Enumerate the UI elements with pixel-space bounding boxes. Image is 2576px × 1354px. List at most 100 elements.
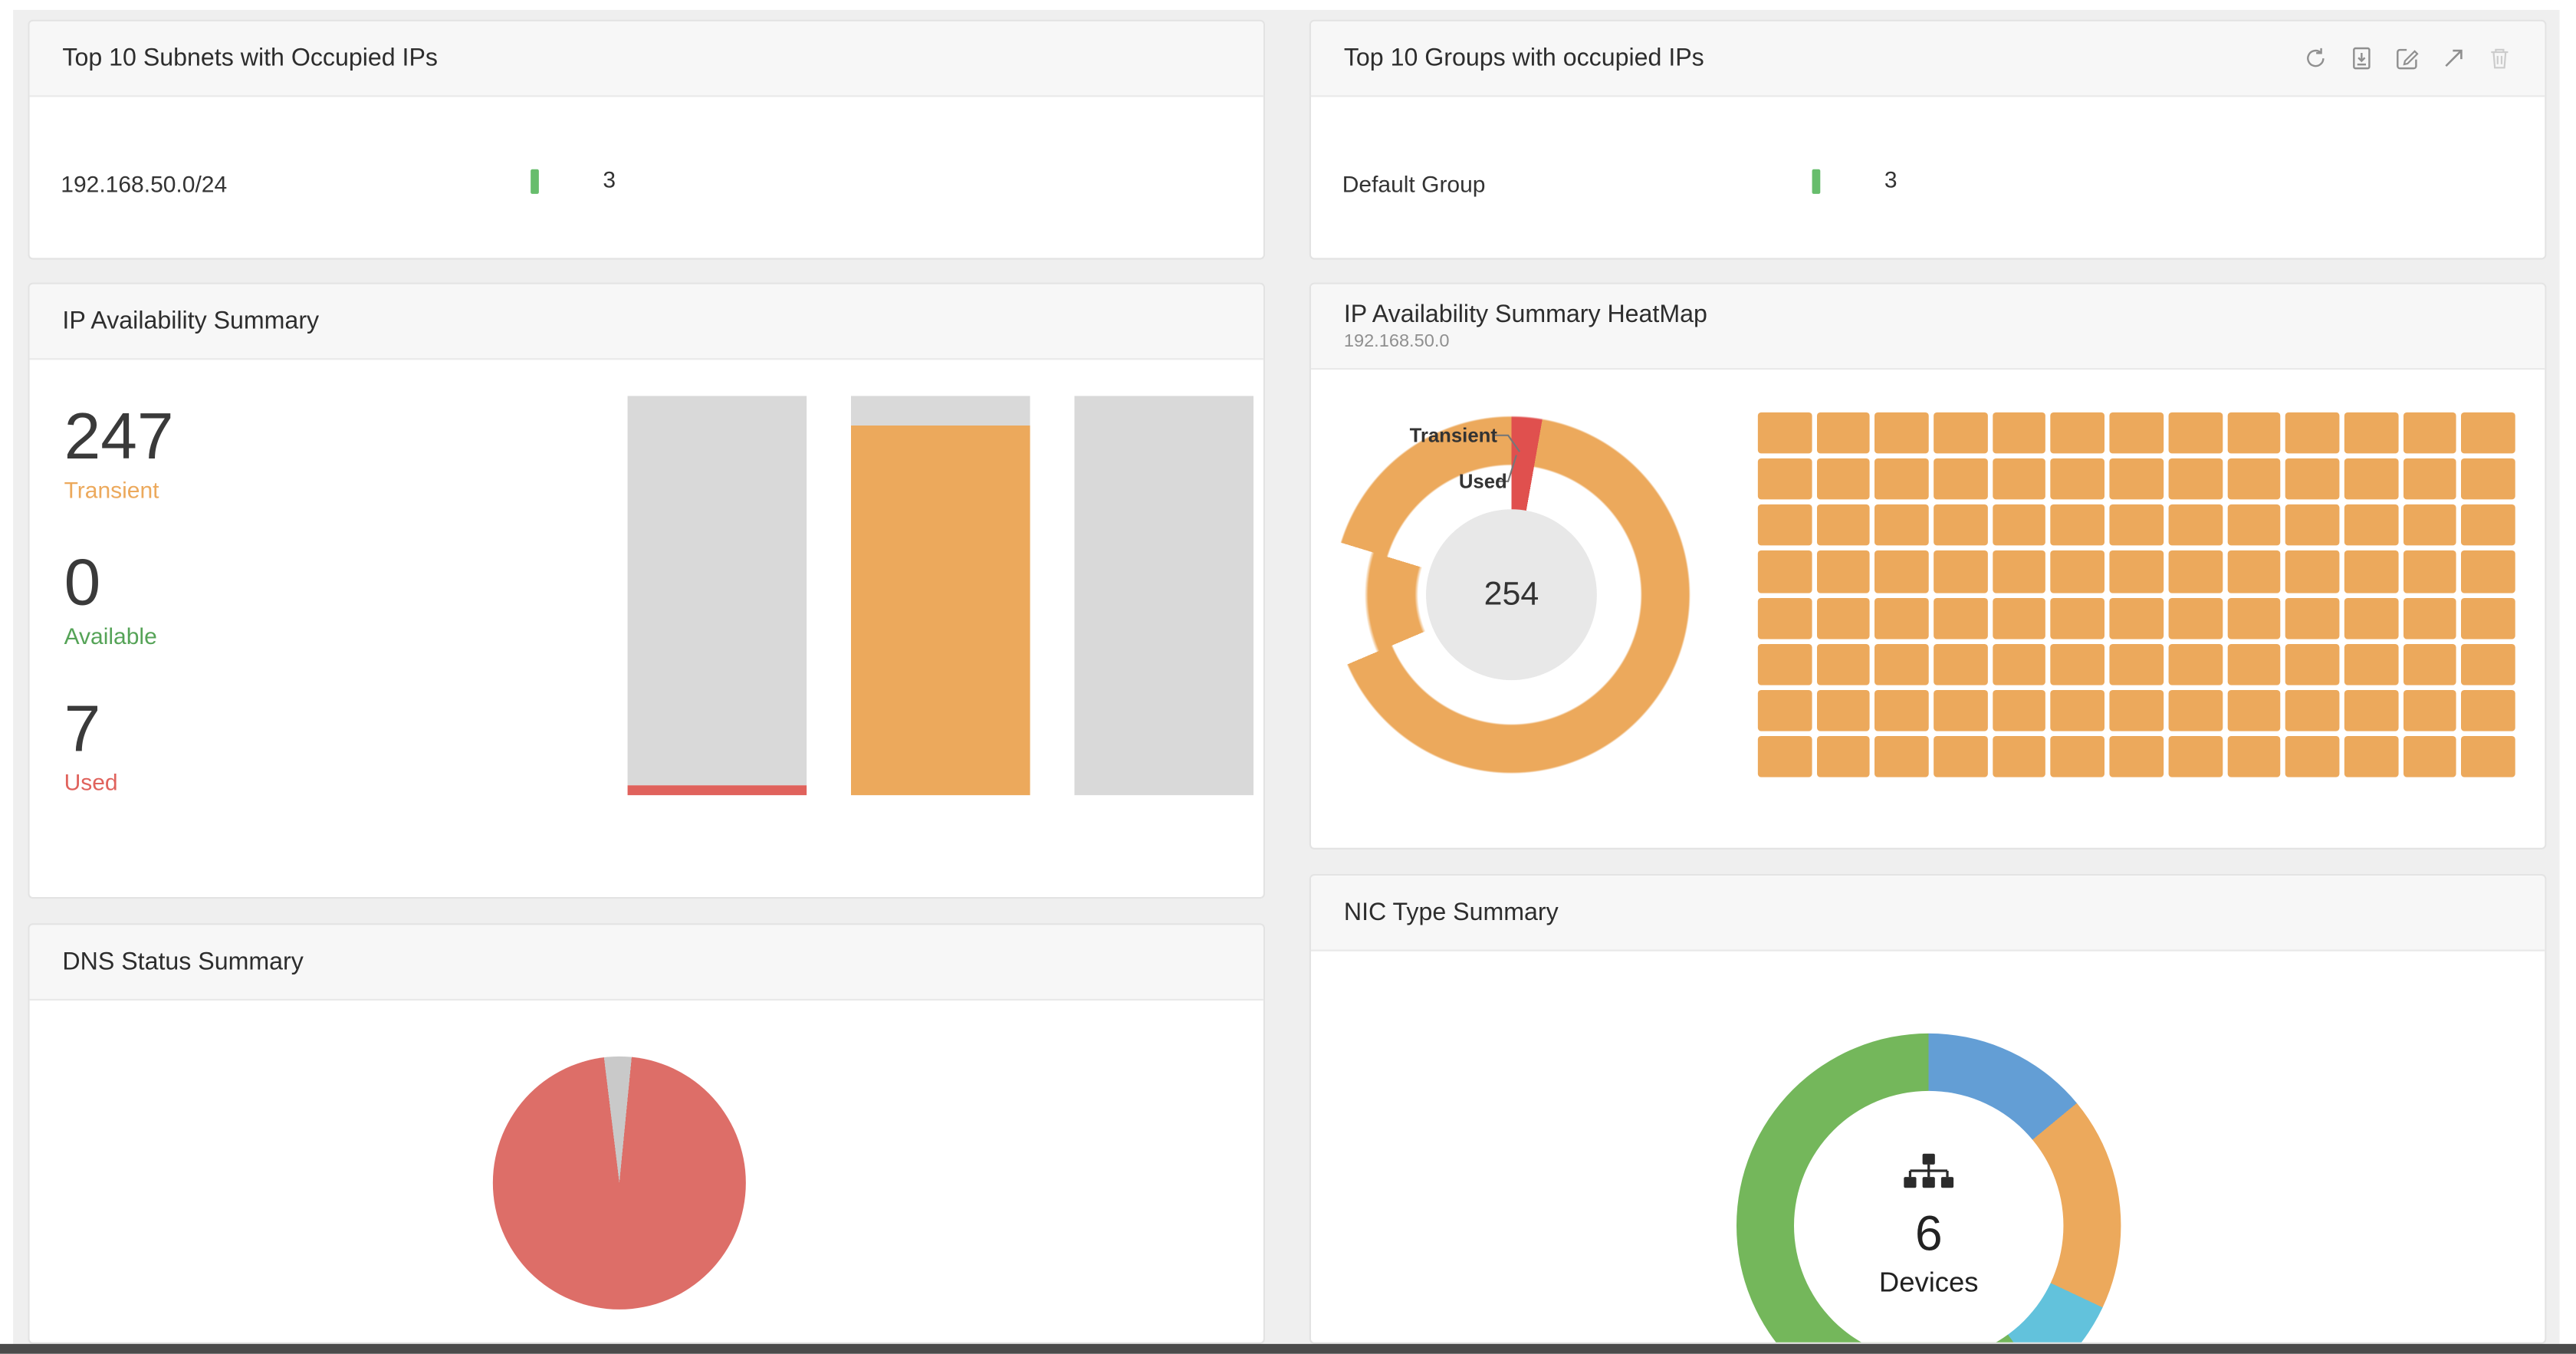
subnet-label[interactable]: 192.168.50.0/24 (61, 170, 228, 198)
heatmap-cell[interactable] (1875, 643, 1929, 685)
heatmap-cell[interactable] (2403, 689, 2457, 731)
heatmap-cell[interactable] (1757, 596, 1812, 639)
heatmap-cell[interactable] (2403, 458, 2457, 500)
heatmap-cell[interactable] (2109, 689, 2164, 731)
heatmap-cell[interactable] (1816, 596, 1871, 639)
heatmap-cell[interactable] (1934, 643, 1988, 685)
heatmap-cell[interactable] (2285, 735, 2340, 777)
heatmap-cell[interactable] (1992, 504, 2046, 547)
heatmap-cell[interactable] (2285, 504, 2340, 547)
heatmap-cell[interactable] (2051, 550, 2105, 593)
heatmap-cell[interactable] (2051, 412, 2105, 454)
heatmap-cell[interactable] (1875, 550, 1929, 593)
heatmap-cell[interactable] (2168, 689, 2223, 731)
heatmap-cell[interactable] (2403, 504, 2457, 547)
heatmap-cell[interactable] (2344, 735, 2398, 777)
heatmap-cell[interactable] (2344, 596, 2398, 639)
heatmap-cell[interactable] (2285, 458, 2340, 500)
heatmap-cell[interactable] (2109, 412, 2164, 454)
heatmap-cell[interactable] (2226, 596, 2281, 639)
dns-pie[interactable] (492, 1056, 746, 1310)
group-occupied-bar[interactable] (1812, 169, 1821, 194)
refresh-icon[interactable] (2303, 46, 2328, 71)
heatmap-cell[interactable] (1934, 412, 1988, 454)
heatmap-cell[interactable] (1934, 458, 1988, 500)
expand-icon[interactable] (2441, 46, 2466, 71)
heatmap-cell[interactable] (1757, 458, 1812, 500)
group-label[interactable]: Default Group (1342, 170, 1486, 198)
heatmap-cell[interactable] (2344, 689, 2398, 731)
heatmap-cell[interactable] (2109, 643, 2164, 685)
heatmap-cell[interactable] (2168, 504, 2223, 547)
heatmap-cell[interactable] (2051, 735, 2105, 777)
heatmap-cell[interactable] (1992, 643, 2046, 685)
heatmap-cell[interactable] (2226, 735, 2281, 777)
heatmap-cell[interactable] (2285, 412, 2340, 454)
heatmap-cell[interactable] (1934, 689, 1988, 731)
heatmap-cell[interactable] (2403, 550, 2457, 593)
heatmap-cell[interactable] (2285, 596, 2340, 639)
edit-icon[interactable] (2395, 46, 2420, 71)
heatmap-cell[interactable] (2226, 550, 2281, 593)
heatmap-cell[interactable] (1875, 689, 1929, 731)
heatmap-cell[interactable] (1816, 643, 1871, 685)
heatmap-cell[interactable] (2403, 412, 2457, 454)
heatmap-cell[interactable] (2344, 504, 2398, 547)
heatmap-cell[interactable] (2051, 504, 2105, 547)
heatmap-cell[interactable] (1816, 735, 1871, 777)
heatmap-cell[interactable] (2461, 643, 2515, 685)
heatmap-cell[interactable] (2168, 550, 2223, 593)
heatmap-cell[interactable] (2403, 643, 2457, 685)
delete-icon[interactable] (2487, 46, 2512, 71)
heatmap-cell[interactable] (2344, 643, 2398, 685)
heatmap-cell[interactable] (2461, 596, 2515, 639)
heatmap-cell[interactable] (2168, 643, 2223, 685)
heatmap-cell[interactable] (2051, 458, 2105, 500)
heatmap-cell[interactable] (2226, 689, 2281, 731)
heatmap-cell[interactable] (2403, 596, 2457, 639)
heatmap-cell[interactable] (2226, 504, 2281, 547)
nic-donut[interactable]: 6 Devices (1737, 1033, 2121, 1342)
heatmap-cell[interactable] (1875, 458, 1929, 500)
heatmap-cell[interactable] (2285, 550, 2340, 593)
heatmap-cell[interactable] (1816, 412, 1871, 454)
heatmap-cell[interactable] (2168, 412, 2223, 454)
heatmap-cell[interactable] (2051, 596, 2105, 639)
heatmap-cell[interactable] (2109, 735, 2164, 777)
availability-bar[interactable] (1074, 396, 1254, 796)
heatmap-cell[interactable] (2051, 689, 2105, 731)
heatmap-cell[interactable] (1934, 735, 1988, 777)
heatmap-cell[interactable] (2285, 689, 2340, 731)
heatmap-cell[interactable] (2344, 550, 2398, 593)
heatmap-cell[interactable] (2285, 643, 2340, 685)
heatmap-cell[interactable] (1992, 596, 2046, 639)
heatmap-cell[interactable] (1992, 689, 2046, 731)
heatmap-cell[interactable] (1757, 412, 1812, 454)
heatmap-cell[interactable] (2109, 550, 2164, 593)
heatmap-cell[interactable] (2226, 458, 2281, 500)
heatmap-cell[interactable] (2226, 643, 2281, 685)
heatmap-cell[interactable] (2461, 412, 2515, 454)
heatmap-cell[interactable] (2109, 596, 2164, 639)
heatmap-cell[interactable] (1757, 735, 1812, 777)
heatmap-cell[interactable] (2109, 458, 2164, 500)
heatmap-cell[interactable] (1875, 596, 1929, 639)
heatmap-cell[interactable] (2051, 643, 2105, 685)
heatmap-cell[interactable] (1875, 735, 1929, 777)
heatmap-cell[interactable] (2168, 458, 2223, 500)
subnet-occupied-bar[interactable] (531, 169, 539, 194)
heatmap-cell[interactable] (2344, 458, 2398, 500)
heatmap-cell[interactable] (1992, 412, 2046, 454)
heatmap-cell[interactable] (1757, 550, 1812, 593)
heatmap-cell[interactable] (1757, 689, 1812, 731)
heatmap-cell[interactable] (1934, 504, 1988, 547)
heatmap-cell[interactable] (1992, 550, 2046, 593)
heatmap-cell[interactable] (2226, 412, 2281, 454)
heatmap-cell[interactable] (1992, 735, 2046, 777)
heatmap-cell[interactable] (2109, 504, 2164, 547)
heatmap-cell[interactable] (1816, 550, 1871, 593)
heatmap-cell[interactable] (2403, 735, 2457, 777)
heatmap-cell[interactable] (2461, 550, 2515, 593)
heatmap-cell[interactable] (2461, 458, 2515, 500)
heatmap-cell[interactable] (2344, 412, 2398, 454)
